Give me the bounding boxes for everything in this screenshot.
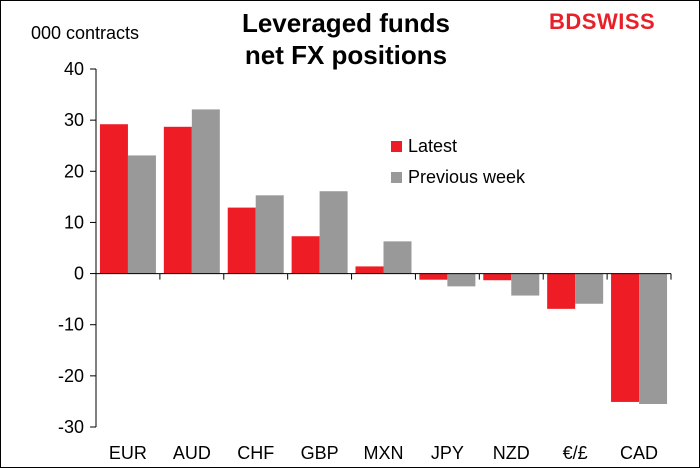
bar-previous-week-5 [447,273,476,287]
bar-latest-4 [355,266,384,274]
bar-latest-2 [227,207,256,274]
x-category-label: JPY [431,443,464,463]
legend-label-0: Latest [408,136,457,156]
x-category-label: NZD [493,443,530,463]
y-tick-label: 30 [64,110,84,130]
x-category-label: MXN [364,443,404,463]
bar-latest-5 [419,273,448,280]
bar-previous-week-4 [383,241,412,274]
bar-previous-week-1 [191,109,220,274]
x-category-label: CHF [237,443,274,463]
y-axis-unit-label: 000 contracts [31,23,140,43]
logo-part2: SWISS [581,9,656,34]
bar-latest-1 [163,126,192,274]
chart-title: Leveraged funds net FX positions [211,7,481,71]
bar-previous-week-0 [127,155,156,274]
chart-title-line2: net FX positions [244,40,448,70]
bar-latest-6 [483,273,512,281]
x-category-label: GBP [301,443,339,463]
bar-latest-7 [547,273,576,309]
y-tick-label: -30 [58,417,84,437]
bar-latest-0 [99,124,128,274]
legend-swatch-0 [391,141,402,152]
y-tick-label: -20 [58,366,84,386]
chart-title-line1: Leveraged funds [241,8,451,38]
logo-part1: BD [549,9,582,34]
y-tick-label: 0 [74,264,84,284]
y-tick-label: 20 [64,161,84,181]
bar-latest-3 [291,236,320,274]
bar-previous-week-7 [575,273,604,304]
y-tick-label: 10 [64,212,84,232]
bar-previous-week-6 [511,273,540,296]
x-category-label: CAD [620,443,658,463]
x-category-label: €/£ [563,443,588,463]
y-tick-label: -10 [58,315,84,335]
bar-previous-week-2 [255,195,284,274]
x-category-label: AUD [173,443,211,463]
legend-label-1: Previous week [408,167,526,187]
bar-previous-week-8 [639,273,668,404]
bar-latest-8 [611,273,640,402]
y-tick-label: 40 [64,59,84,79]
bdswiss-logo: BDSWISS [549,9,655,35]
x-category-label: EUR [109,443,147,463]
bar-previous-week-3 [319,191,348,274]
legend-swatch-1 [391,172,402,183]
